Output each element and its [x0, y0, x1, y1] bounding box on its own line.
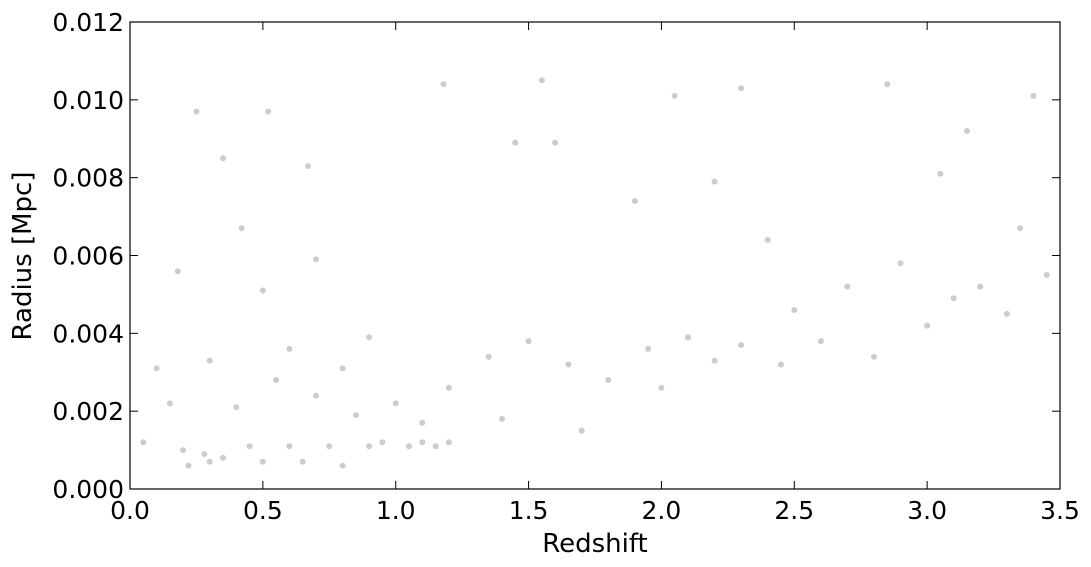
data-point	[313, 256, 319, 263]
y-tick-label: 0.010	[52, 86, 124, 115]
data-point	[977, 283, 984, 290]
data-point	[286, 345, 293, 352]
data-point	[379, 439, 386, 446]
data-point	[605, 377, 612, 383]
data-point	[538, 77, 545, 84]
x-tick-label: 1.5	[509, 496, 549, 525]
data-point	[485, 353, 492, 360]
y-tick-label: 0.002	[52, 397, 124, 426]
data-point	[671, 92, 678, 99]
data-point	[140, 439, 147, 446]
data-point	[185, 462, 192, 469]
data-point	[871, 353, 877, 360]
plot-frame	[129, 21, 1061, 490]
x-tick-label: 1.0	[376, 496, 416, 525]
data-point	[419, 419, 426, 426]
x-tick-label: 0.5	[243, 496, 283, 525]
x-axis-label: Redshift	[542, 529, 648, 559]
data-point	[220, 454, 226, 461]
data-point	[440, 81, 447, 88]
y-tick-label: 0.008	[52, 164, 124, 193]
data-point	[326, 443, 333, 450]
y-tick-label: 0.006	[52, 242, 124, 271]
data-point	[1017, 225, 1024, 232]
data-point	[233, 404, 240, 411]
data-point	[738, 85, 745, 92]
data-point	[897, 260, 904, 267]
data-point	[180, 447, 187, 454]
x-tick-label: 3.5	[1040, 496, 1080, 525]
data-point	[238, 225, 245, 232]
data-point	[313, 392, 319, 399]
data-point	[685, 334, 691, 341]
data-point	[166, 400, 173, 407]
data-point	[246, 443, 253, 450]
data-point	[339, 462, 346, 469]
data-point	[924, 322, 931, 329]
data-point	[220, 155, 226, 162]
data-point	[201, 451, 208, 457]
data-point	[525, 338, 532, 345]
data-point	[512, 139, 519, 146]
y-axis-ticks: 0.000 0.002 0.004 0.006 0.008 0.010 0.012	[52, 8, 1060, 504]
data-point	[658, 384, 665, 391]
data-point	[738, 342, 745, 348]
data-point	[817, 338, 824, 345]
data-point	[273, 377, 280, 383]
data-point	[499, 415, 505, 422]
data-point	[445, 384, 452, 391]
data-point	[392, 400, 399, 407]
data-point	[950, 295, 957, 302]
data-point	[432, 443, 439, 450]
x-tick-label: 3.0	[907, 496, 947, 525]
data-point	[419, 439, 426, 446]
data-point	[406, 443, 412, 450]
x-axis-ticks: 0.0 0.5 1.0 1.5 2.0 2.5 3.0 3.5	[110, 22, 1080, 525]
data-point	[764, 236, 771, 243]
y-tick-label: 0.000	[52, 475, 124, 504]
data-point	[259, 458, 266, 465]
data-point	[193, 108, 200, 115]
data-point	[791, 307, 798, 313]
data-point	[631, 198, 638, 204]
data-point	[366, 443, 373, 450]
y-tick-label: 0.012	[52, 8, 124, 37]
scatter-points	[140, 77, 1050, 469]
data-point	[937, 170, 944, 177]
data-point	[964, 128, 970, 134]
x-tick-label: 0.0	[110, 496, 150, 525]
data-point	[265, 108, 272, 115]
data-point	[711, 178, 718, 185]
data-point	[884, 81, 891, 88]
data-point	[711, 357, 718, 364]
data-point	[645, 345, 652, 352]
data-point	[206, 357, 213, 364]
data-point	[565, 361, 572, 368]
data-point	[445, 439, 452, 446]
x-tick-label: 2.0	[642, 496, 682, 525]
data-point	[844, 283, 851, 290]
data-point	[153, 365, 160, 372]
x-tick-label: 2.5	[774, 496, 814, 525]
data-point	[1003, 310, 1010, 317]
data-point	[305, 163, 311, 169]
data-point	[352, 412, 359, 419]
data-point	[286, 443, 293, 450]
data-point	[1030, 92, 1037, 99]
data-point	[339, 365, 346, 372]
data-point	[259, 287, 266, 294]
data-point	[206, 458, 213, 465]
data-point	[1043, 272, 1050, 278]
y-tick-label: 0.004	[52, 319, 124, 348]
data-point	[578, 427, 585, 434]
data-point	[299, 458, 306, 465]
data-point	[366, 334, 373, 341]
y-axis-label: Radius [Mpc]	[8, 172, 38, 341]
data-point	[174, 268, 181, 275]
data-point	[778, 361, 784, 368]
data-point	[552, 139, 559, 146]
